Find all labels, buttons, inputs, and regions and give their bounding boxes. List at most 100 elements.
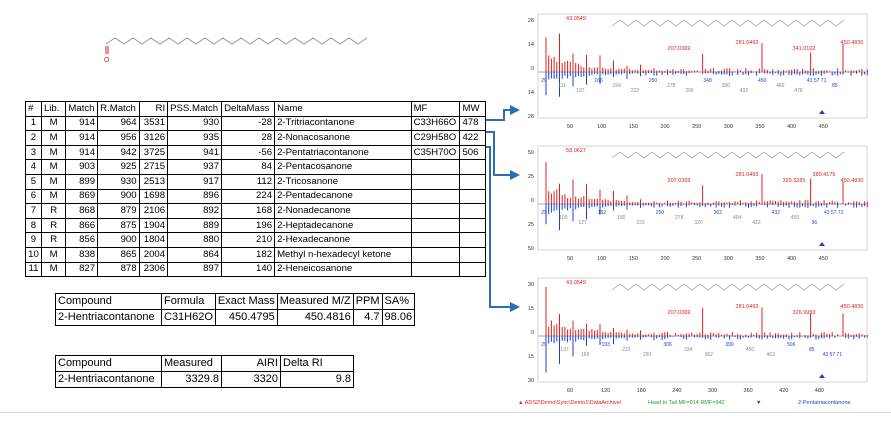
table-cell [410, 188, 461, 205]
table-cell: 900 [97, 232, 140, 248]
footer-right-text: 2-Pentatriacontanone [798, 400, 851, 406]
peak-label-bottom: 432 [772, 210, 781, 216]
x-tick-label: 250 [692, 124, 701, 130]
peak-label-bottom: 85 [832, 83, 838, 89]
table-cell: -28 [221, 115, 276, 132]
table-cell: 880 [167, 232, 223, 248]
peak-label-bottom: 404 [733, 215, 742, 221]
col-header-pss-match: PSS.Match [167, 101, 223, 117]
table-cell: M [40, 188, 67, 205]
table-cell: 917 [167, 173, 223, 190]
peak-label-top: 450.4830 [841, 304, 864, 310]
peak-label-bottom: 166 [594, 78, 603, 84]
table-cell: 864 [167, 246, 223, 263]
table-cell: 2-Hexadecanone [274, 232, 412, 248]
table-row: 10 M 838 865 2004 864 182 Methyl n-hexadecyl ke… [25, 246, 486, 263]
table-cell: 3531 [138, 115, 169, 132]
mass-formula: C31H62O [161, 309, 216, 326]
peak-label-bottom: 334 [684, 347, 693, 353]
peak-label-bottom: 180 [617, 215, 626, 221]
table-cell: 914 [65, 144, 99, 161]
table-cell: 868 [65, 203, 99, 219]
mass-header-compound: Compound [55, 293, 162, 310]
table-cell [410, 246, 461, 263]
table-cell: 875 [97, 217, 140, 234]
x-tick-label: 200 [660, 256, 669, 262]
peak-label-bottom: 43 57 71 [823, 352, 843, 358]
peak-label-bottom: 278 [667, 83, 676, 89]
x-tick-label: 300 [724, 124, 733, 130]
table-cell [459, 261, 486, 278]
table-cell: 140 [221, 261, 276, 278]
mz-marker-icon [819, 374, 825, 378]
table-cell: 838 [65, 246, 99, 263]
table-cell: M [40, 173, 67, 190]
table-cell: 937 [167, 159, 223, 175]
y-tick-label: 14 [528, 42, 534, 48]
spectrum-panel-1: 28 14 0 14 28 50 100 150 200 250 300 350 400 450 43.05… [528, 13, 868, 130]
table-cell: 956 [97, 130, 140, 146]
table-row: 11 M 827 878 2306 897 140 2-Heneicosanone [25, 261, 486, 278]
y-tick-label: 50 [528, 150, 534, 156]
peak-label-bottom: 222 [622, 347, 631, 353]
retention-index-table: Compound Measured AIRI Delta RI 2-Hentri… [55, 355, 354, 388]
table-row: 4 M 903 925 2715 937 84 2-Pentacosanone [25, 159, 486, 175]
table-cell: 856 [65, 232, 99, 248]
table-cell: 182 [221, 246, 276, 263]
table-cell: 2-Pentatriacontanone [274, 144, 412, 161]
plot-frame [537, 145, 868, 251]
svg-text:O: O [104, 57, 110, 64]
peak-label-bottom: 127 [578, 220, 587, 226]
table-cell: 903 [65, 159, 99, 175]
table-cell: C33H66O [410, 115, 461, 132]
ri-header-delta-ri: Delta RI [280, 355, 354, 372]
table-cell: 869 [65, 188, 99, 205]
table-cell: 1 [25, 115, 42, 132]
ri-header-airi: AIRI [221, 355, 281, 372]
table-cell: 896 [167, 188, 223, 205]
peak-label-top: 58.0627 [566, 148, 586, 154]
peak-label-top: 326.9959 [793, 310, 816, 316]
col-header-mw: MW [459, 101, 486, 117]
peak-label-top: 281.0493 [736, 40, 759, 46]
table-cell: 897 [167, 261, 223, 278]
mass-header-measured-mz: Measured M/Z [276, 293, 354, 310]
molecule-structure: O [104, 37, 368, 64]
table-cell: 28 [221, 130, 276, 146]
mass-header-sa: SA% [381, 293, 416, 310]
table-cell: 827 [65, 261, 99, 278]
peak-label-bottom: 194 [613, 83, 622, 89]
x-tick-label: 300 [724, 256, 733, 262]
ri-airi: 3320 [221, 371, 281, 388]
x-tick-label: 480 [815, 388, 824, 394]
table-cell: 930 [97, 173, 140, 190]
table-cell: 168 [221, 203, 276, 219]
col-header-index: # [25, 101, 42, 117]
table-cell: 112 [221, 173, 276, 190]
peak-label-bottom: 306 [685, 88, 694, 94]
y-tick-label: 50 [528, 246, 534, 252]
mass-ppm: 4.7 [352, 309, 383, 326]
peak-label-bottom: 250 [649, 78, 658, 84]
table-cell: C35H70O [410, 144, 461, 161]
table-cell: 879 [97, 203, 140, 219]
x-tick-label: 100 [597, 256, 606, 262]
x-tick-label: 150 [629, 256, 638, 262]
table-cell: 2-Heneicosanone [274, 261, 412, 278]
peak-label-bottom: 463 [766, 352, 775, 358]
table-cell: M [40, 261, 67, 278]
peak-label-bottom: 166 [581, 352, 590, 358]
table-cell: 964 [97, 115, 140, 132]
table-cell: M [40, 115, 67, 132]
peak-bars [545, 33, 868, 97]
table-cell: 2-Tritriacontanone [274, 115, 412, 132]
x-tick-label: 350 [755, 124, 764, 130]
col-header-lib: Lib. [40, 101, 67, 117]
y-tick-label: 0 [531, 66, 534, 72]
table-cell: 1698 [138, 188, 169, 205]
y-tick-label: 30 [528, 282, 534, 288]
results-table: # Lib. Match R.Match RI PSS.Match DeltaM… [25, 101, 486, 278]
peak-label-top: 281.0493 [736, 172, 759, 178]
table-cell [410, 173, 461, 190]
peak-label-bottom: 250 [643, 352, 652, 358]
